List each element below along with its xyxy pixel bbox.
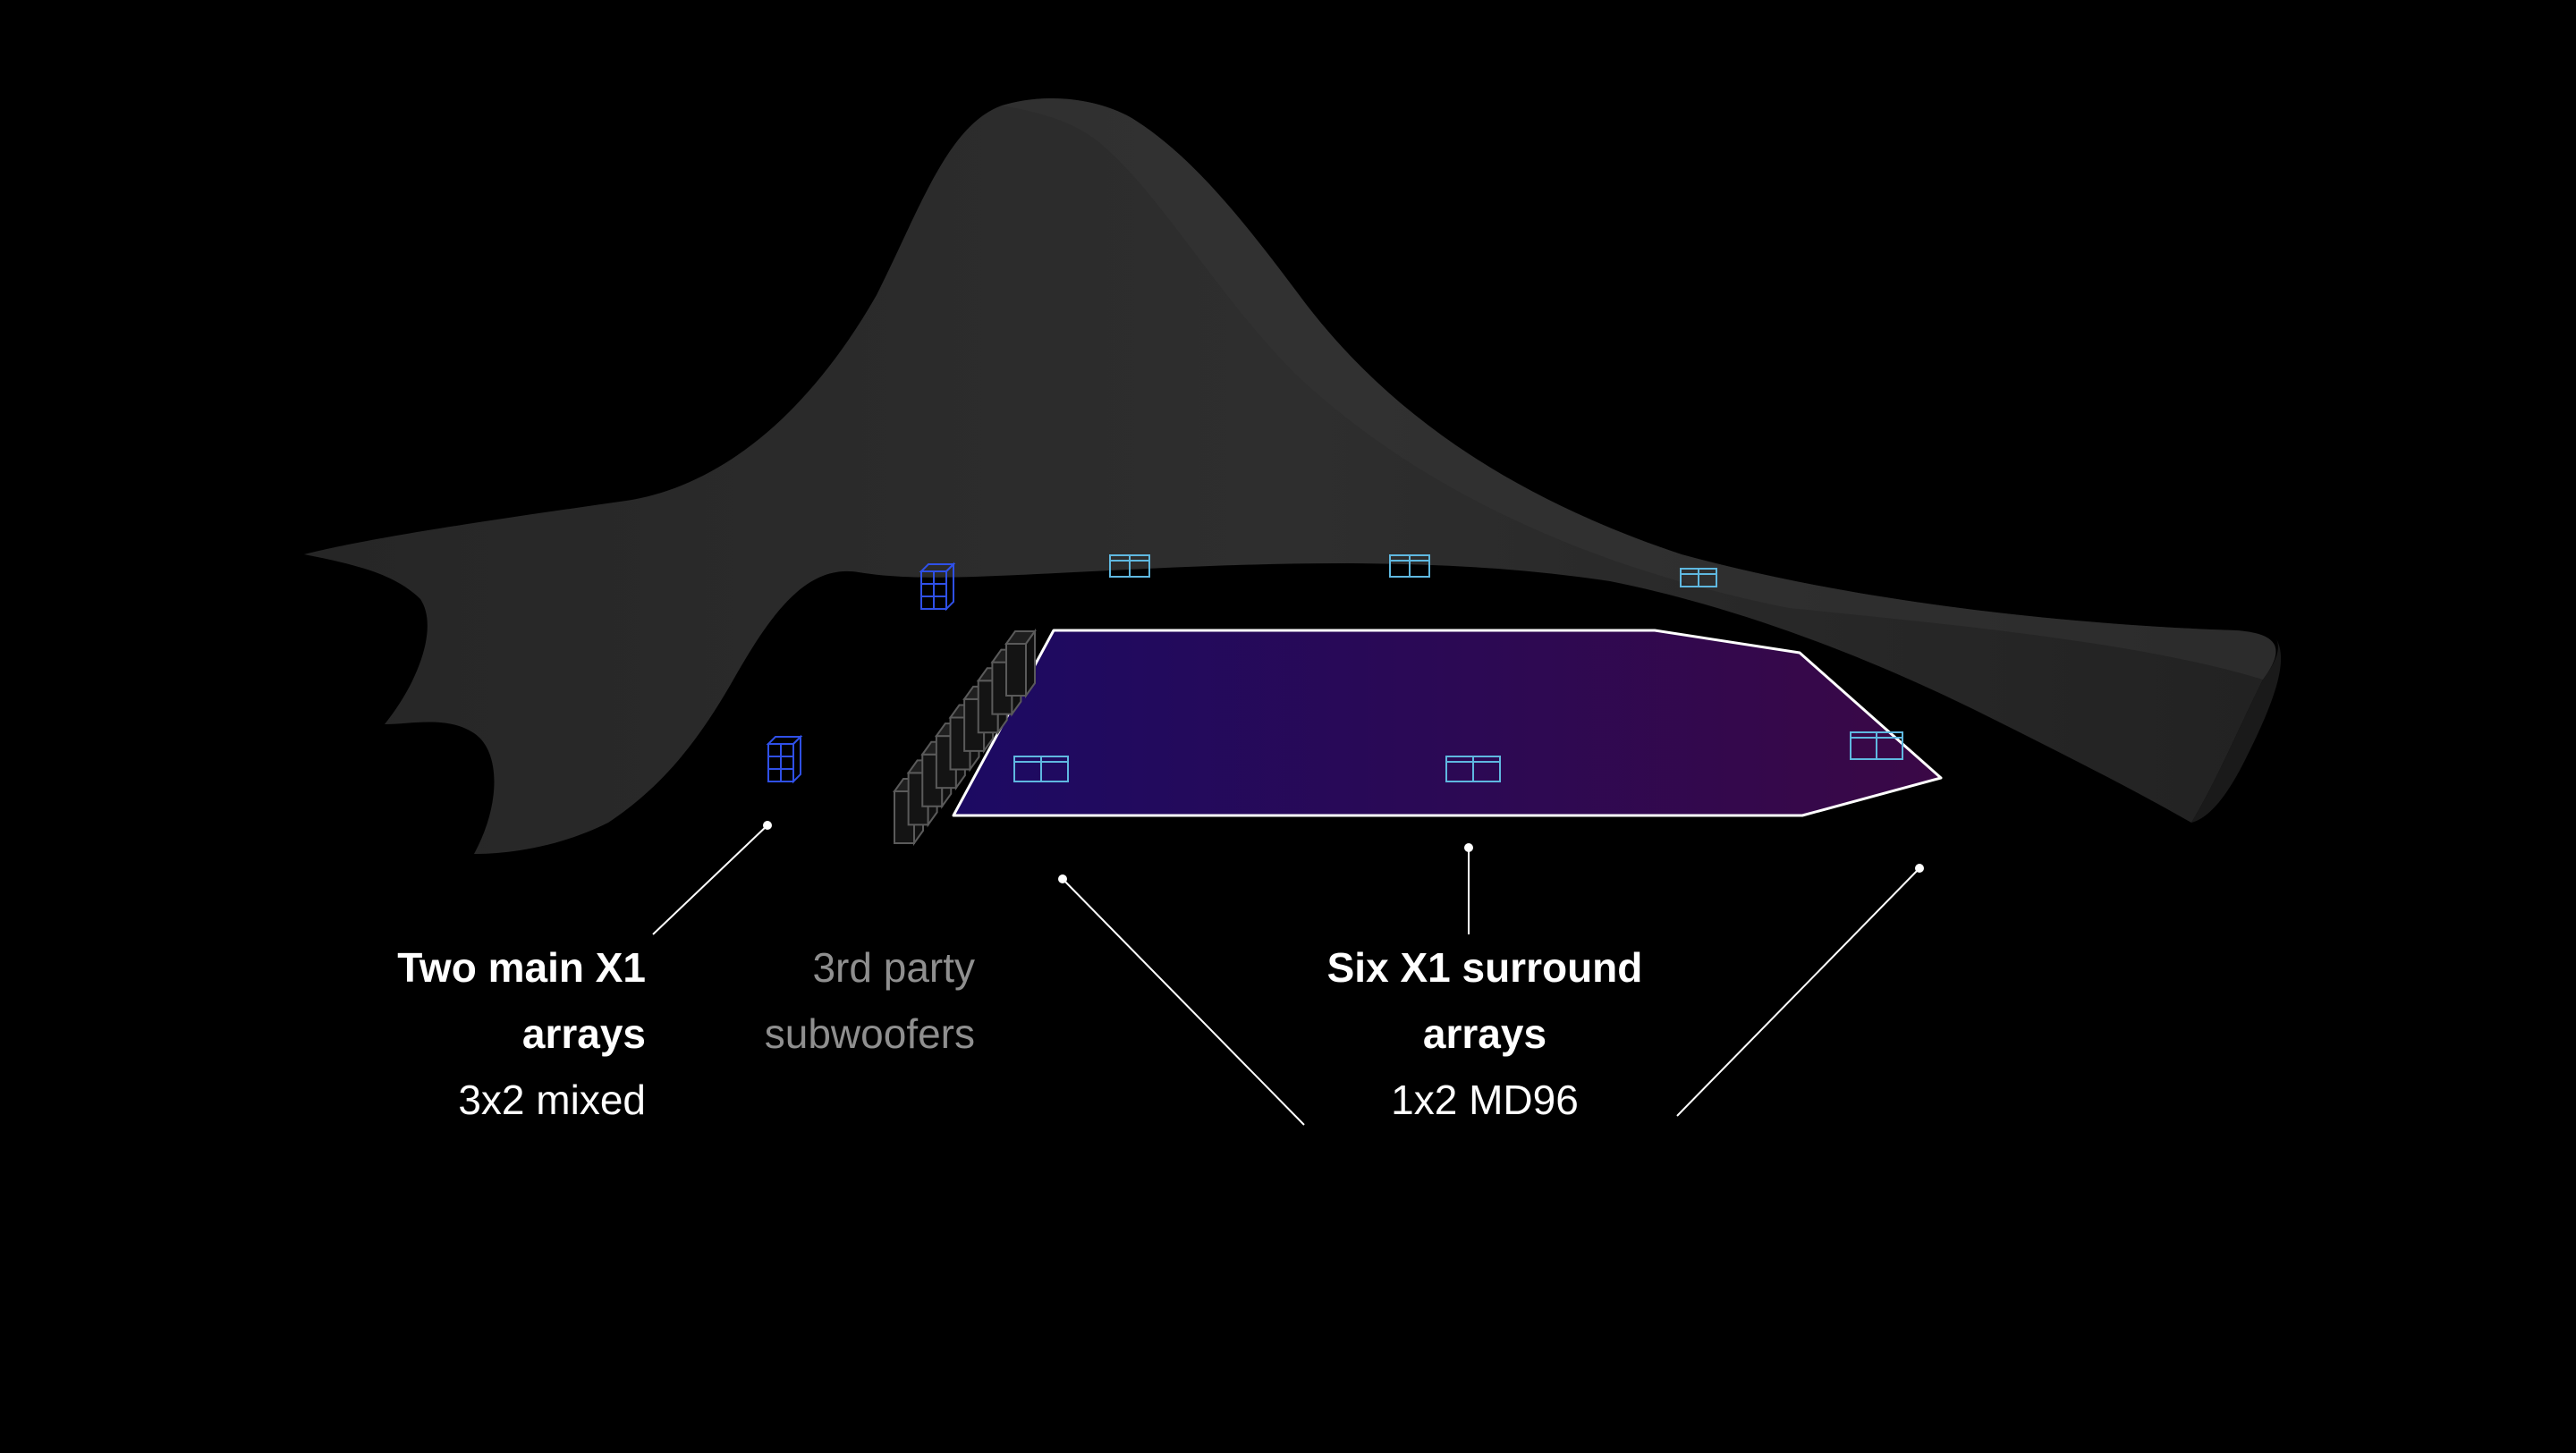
main-arrays-title-line1: Two main X1 — [397, 944, 646, 991]
main-arrays-detail: 3x2 mixed — [458, 1077, 646, 1123]
surround-arrays-title-line1: Six X1 surround — [1326, 944, 1643, 991]
main-arrays-label: Two main X1 arrays 3x2 mixed — [268, 934, 646, 1133]
canopy-body — [304, 97, 2276, 854]
surround-array-icon — [1680, 568, 1717, 587]
surround-right-callout-line — [1676, 867, 1920, 1117]
main-array-left-icon — [766, 734, 803, 784]
surround-arrays — [1013, 554, 1903, 782]
main-array-callout-line — [652, 824, 768, 935]
surround-arrays-title-line2: arrays — [1422, 1010, 1547, 1057]
surround-left-callout-line — [1062, 878, 1305, 1126]
canopy-roof — [304, 97, 2282, 854]
callout-lines — [652, 821, 1924, 1126]
venue-floor — [952, 629, 1943, 817]
surround-array-icon — [1850, 731, 1903, 760]
subwoofers-line1: 3rd party — [812, 944, 975, 991]
subwoofer-icon — [1004, 628, 1037, 699]
main-array-callout-dot — [763, 821, 772, 830]
main-arrays — [766, 562, 956, 784]
main-arrays-title-line2: arrays — [521, 1010, 646, 1057]
surround-left-callout-dot — [1058, 874, 1067, 883]
surround-array-icon — [1389, 554, 1430, 578]
surround-center-callout-dot — [1464, 843, 1473, 852]
surround-arrays-label: Six X1 surround arrays 1x2 MD96 — [1261, 934, 1708, 1133]
canopy-fold-highlight — [1002, 97, 2276, 680]
subwoofers-label: 3rd party subwoofers — [680, 934, 975, 1067]
surround-array-icon — [1013, 756, 1069, 782]
floor-area — [952, 629, 1943, 817]
main-array-rear-icon — [919, 562, 956, 612]
surround-array-icon — [1445, 756, 1501, 782]
surround-arrays-detail: 1x2 MD96 — [1391, 1077, 1579, 1123]
subwoofer-row — [893, 628, 1037, 847]
surround-array-icon — [1109, 554, 1150, 578]
subwoofers-line2: subwoofers — [764, 1010, 975, 1057]
surround-right-callout-dot — [1915, 864, 1924, 873]
